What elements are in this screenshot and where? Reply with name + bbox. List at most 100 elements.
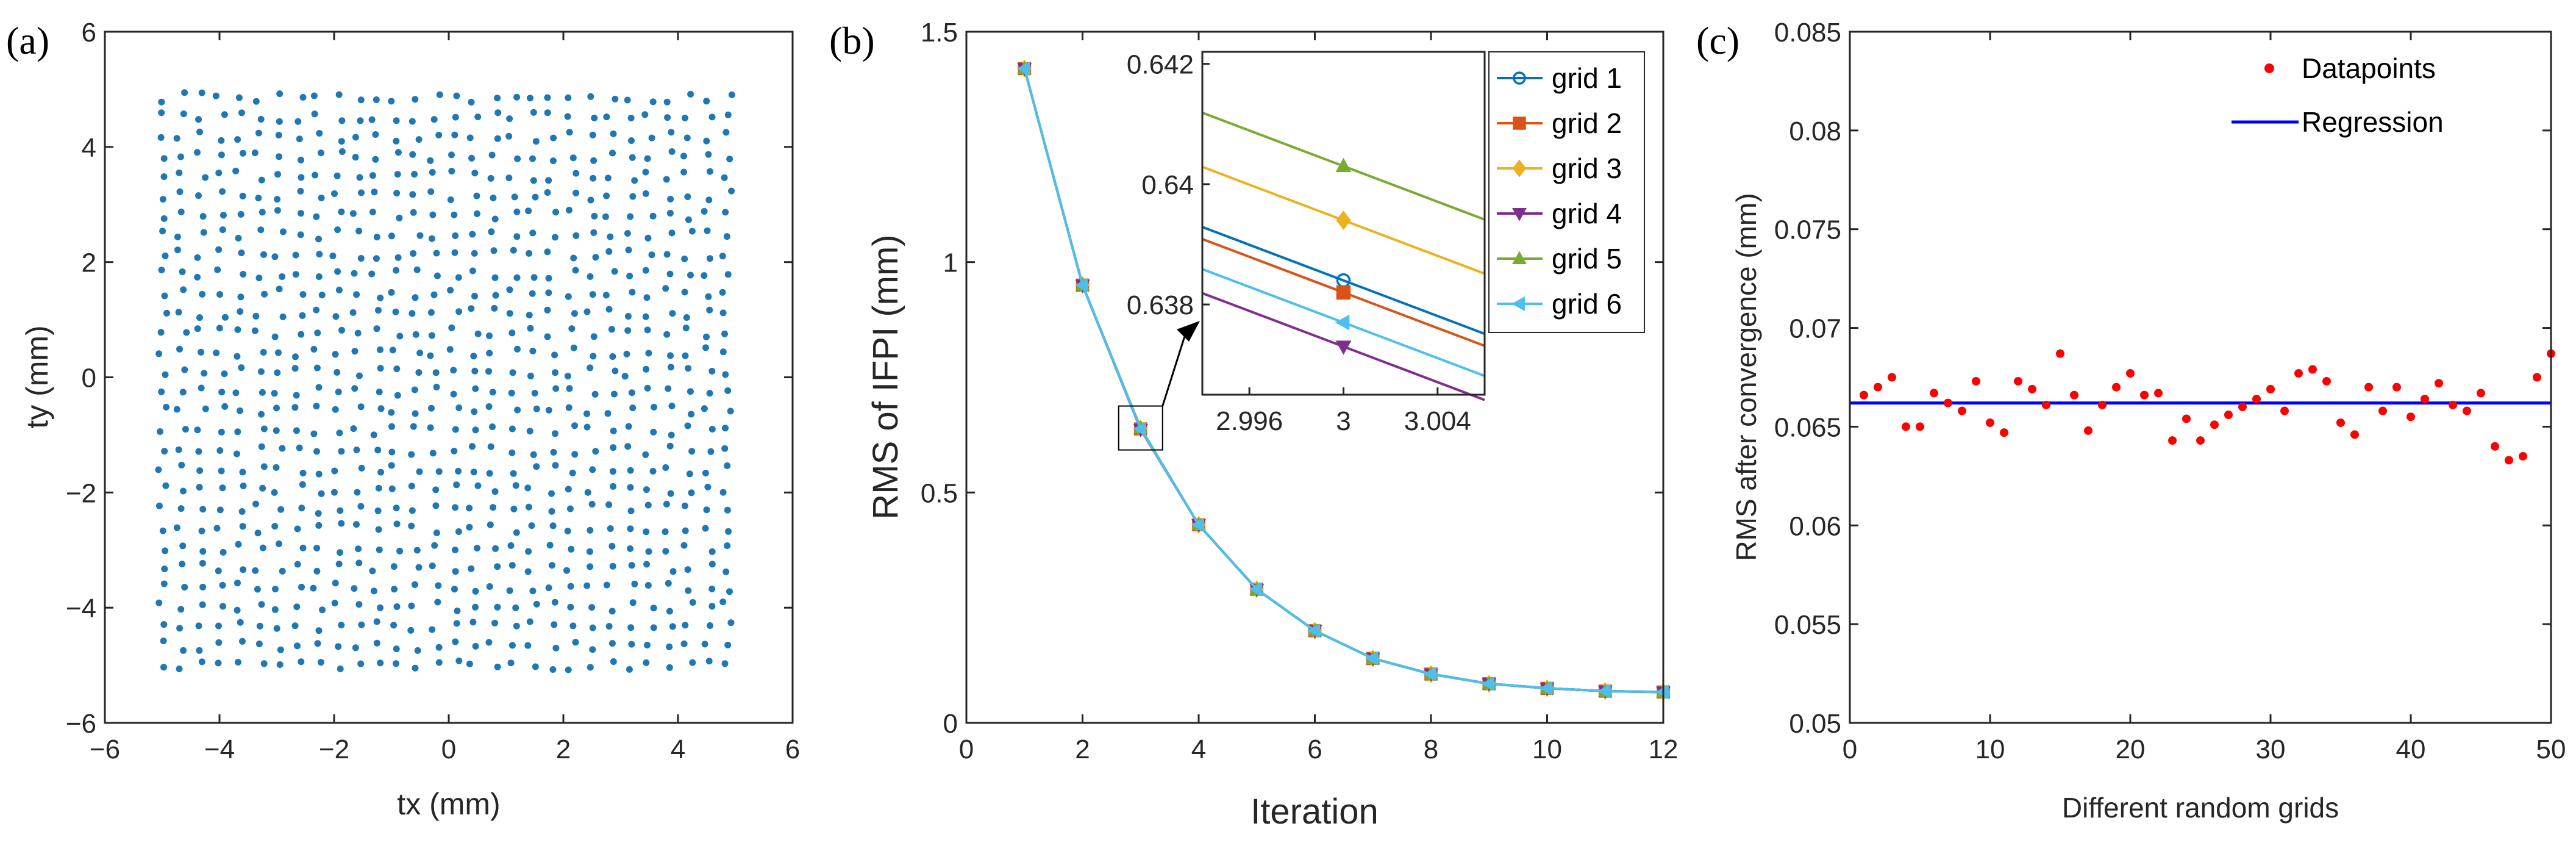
scatter-point (531, 390, 538, 397)
scatter-point (492, 292, 499, 299)
scatter-point (455, 657, 463, 664)
scatter-point (506, 286, 513, 293)
scatter-point (374, 507, 382, 514)
datapoint (2407, 412, 2415, 422)
scatter-point (550, 448, 557, 456)
scatter-point (338, 208, 345, 215)
datapoint (2435, 379, 2443, 388)
scatter-point (468, 154, 475, 162)
scatter-point (358, 464, 365, 472)
scatter-point (494, 135, 501, 142)
scatter-point (373, 639, 380, 647)
scatter-point (279, 445, 286, 452)
scatter-point (587, 664, 594, 671)
scatter-point (726, 156, 733, 163)
scatter-point (352, 134, 359, 141)
scatter-point (294, 561, 301, 568)
scatter-point (451, 131, 458, 138)
scatter-point (313, 567, 321, 575)
series-marker (1512, 159, 1527, 178)
scatter-point (312, 171, 319, 179)
scatter-point (570, 254, 577, 262)
scatter-point (353, 447, 360, 453)
scatter-point (545, 406, 552, 414)
scatter-point (157, 428, 163, 435)
scatter-point (571, 310, 578, 317)
scatter-point (377, 365, 384, 372)
datapoint (1874, 382, 1882, 392)
scatter-point (314, 329, 321, 337)
scatter-point (338, 520, 345, 527)
scatter-point (587, 273, 594, 280)
scatter-point (533, 405, 540, 412)
scatter-point (530, 451, 537, 458)
scatter-point (707, 448, 715, 455)
scatter-point (524, 568, 532, 575)
scatter-point (429, 211, 437, 218)
scatter-point (573, 170, 580, 177)
scatter-point (334, 226, 341, 234)
scatter-point (611, 268, 618, 275)
scatter-point (377, 604, 384, 611)
series-marker (1074, 278, 1088, 293)
scatter-point (610, 444, 617, 451)
series-marker (1539, 681, 1553, 696)
scatter-point (728, 91, 735, 98)
scatter-point (257, 116, 265, 123)
scatter-point (587, 196, 594, 204)
scatter-point (407, 627, 415, 634)
panel-c-ytick-label: 0.055 (1774, 610, 1841, 640)
scatter-point (435, 131, 443, 138)
scatter-point (332, 406, 339, 413)
scatter-point (530, 109, 537, 116)
scatter-point (408, 483, 415, 490)
scatter-point (530, 274, 538, 281)
scatter-point (181, 584, 188, 591)
panel-c: (c) 0 10 20 30 40 50 0.05 0.055 0.06 0.065 0.07 0.0… (1696, 18, 2566, 824)
scatter-point (705, 293, 712, 300)
scatter-point (394, 254, 402, 261)
scatter-point (724, 111, 732, 118)
scatter-point (275, 349, 282, 356)
scatter-point (180, 647, 187, 654)
scatter-point (161, 292, 168, 300)
scatter-point (431, 542, 438, 549)
scatter-point (429, 626, 436, 633)
scatter-point (629, 599, 637, 606)
scatter-point (544, 306, 551, 314)
scatter-point (409, 507, 416, 514)
scatter-point (216, 447, 224, 454)
series-marker (1335, 340, 1352, 355)
scatter-point (508, 562, 516, 569)
scatter-point (216, 325, 223, 332)
scatter-point (683, 314, 690, 321)
scatter-point (564, 528, 571, 534)
scatter-point (221, 111, 228, 118)
scatter-point (610, 130, 617, 137)
scatter-point (668, 403, 676, 409)
datapoint (2126, 369, 2135, 378)
scatter-point (666, 442, 674, 450)
scatter-point (455, 274, 462, 281)
scatter-point (507, 542, 515, 549)
scatter-point (388, 409, 395, 416)
scatter-point (313, 448, 320, 455)
scatter-point (434, 598, 441, 606)
scatter-point (176, 625, 184, 632)
scatter-point (388, 448, 396, 456)
scatter-point (160, 637, 167, 645)
scatter-point (369, 567, 376, 575)
scatter-point (235, 659, 241, 666)
scatter-point (390, 622, 398, 629)
scatter-point (314, 640, 321, 647)
scatter-point (508, 389, 515, 397)
legend-label-grid-6: grid 6 (1552, 288, 1622, 320)
scatter-point (299, 544, 307, 551)
scatter-point (291, 404, 299, 411)
scatter-point (349, 309, 357, 316)
datapoint (2477, 389, 2485, 398)
scatter-point (602, 213, 609, 220)
scatter-point (377, 659, 384, 667)
scatter-point (472, 587, 479, 595)
scatter-point (689, 659, 696, 666)
